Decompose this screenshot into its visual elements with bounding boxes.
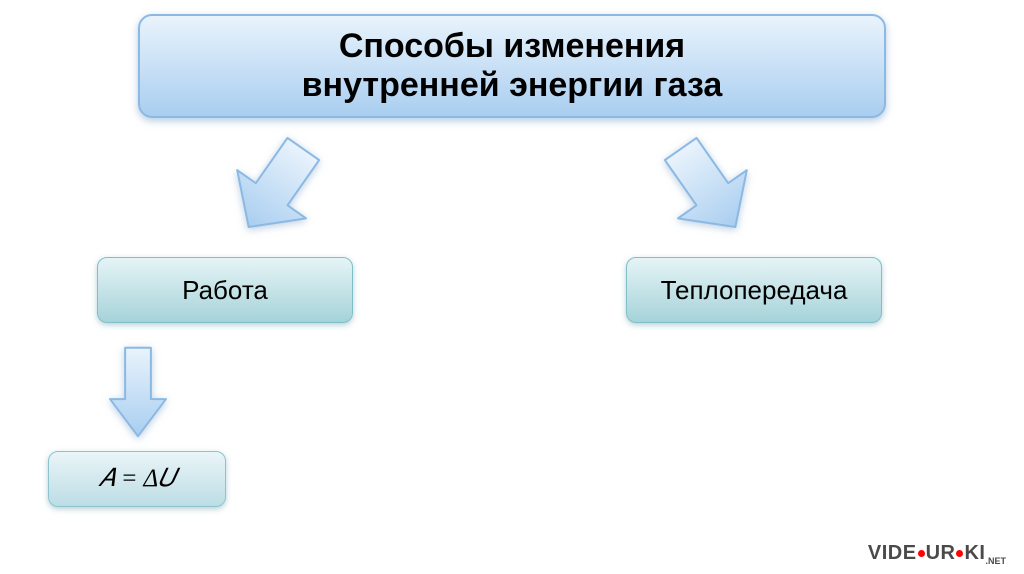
- title-line2: внутренней энергии газа: [302, 66, 723, 104]
- wm-dot: [918, 550, 925, 557]
- work-label: Работа: [182, 275, 268, 306]
- arrow-left: [216, 132, 336, 249]
- wm-mid: UR: [926, 542, 956, 564]
- work-box: Работа: [97, 257, 353, 323]
- wm-net: .NET: [985, 556, 1006, 566]
- heat-box: Теплопередача: [626, 257, 882, 323]
- formula-box: 𝐴 = Δ𝑈: [48, 451, 226, 507]
- arrow-right: [648, 132, 768, 249]
- title-box: Способы изменения внутренней энергии газ…: [138, 14, 886, 118]
- wm-suffix: KI: [964, 542, 985, 564]
- formula-label: 𝐴 = Δ𝑈: [98, 465, 176, 493]
- title-text: Способы изменения внутренней энергии газ…: [302, 27, 723, 105]
- arrow-down: [98, 340, 178, 449]
- heat-label: Теплопередача: [661, 275, 848, 306]
- title-line1: Способы изменения: [339, 27, 685, 65]
- wm-dot2: [956, 550, 963, 557]
- wm-prefix: VIDE: [868, 542, 917, 564]
- watermark: VIDE UR KI.NET: [868, 542, 1006, 566]
